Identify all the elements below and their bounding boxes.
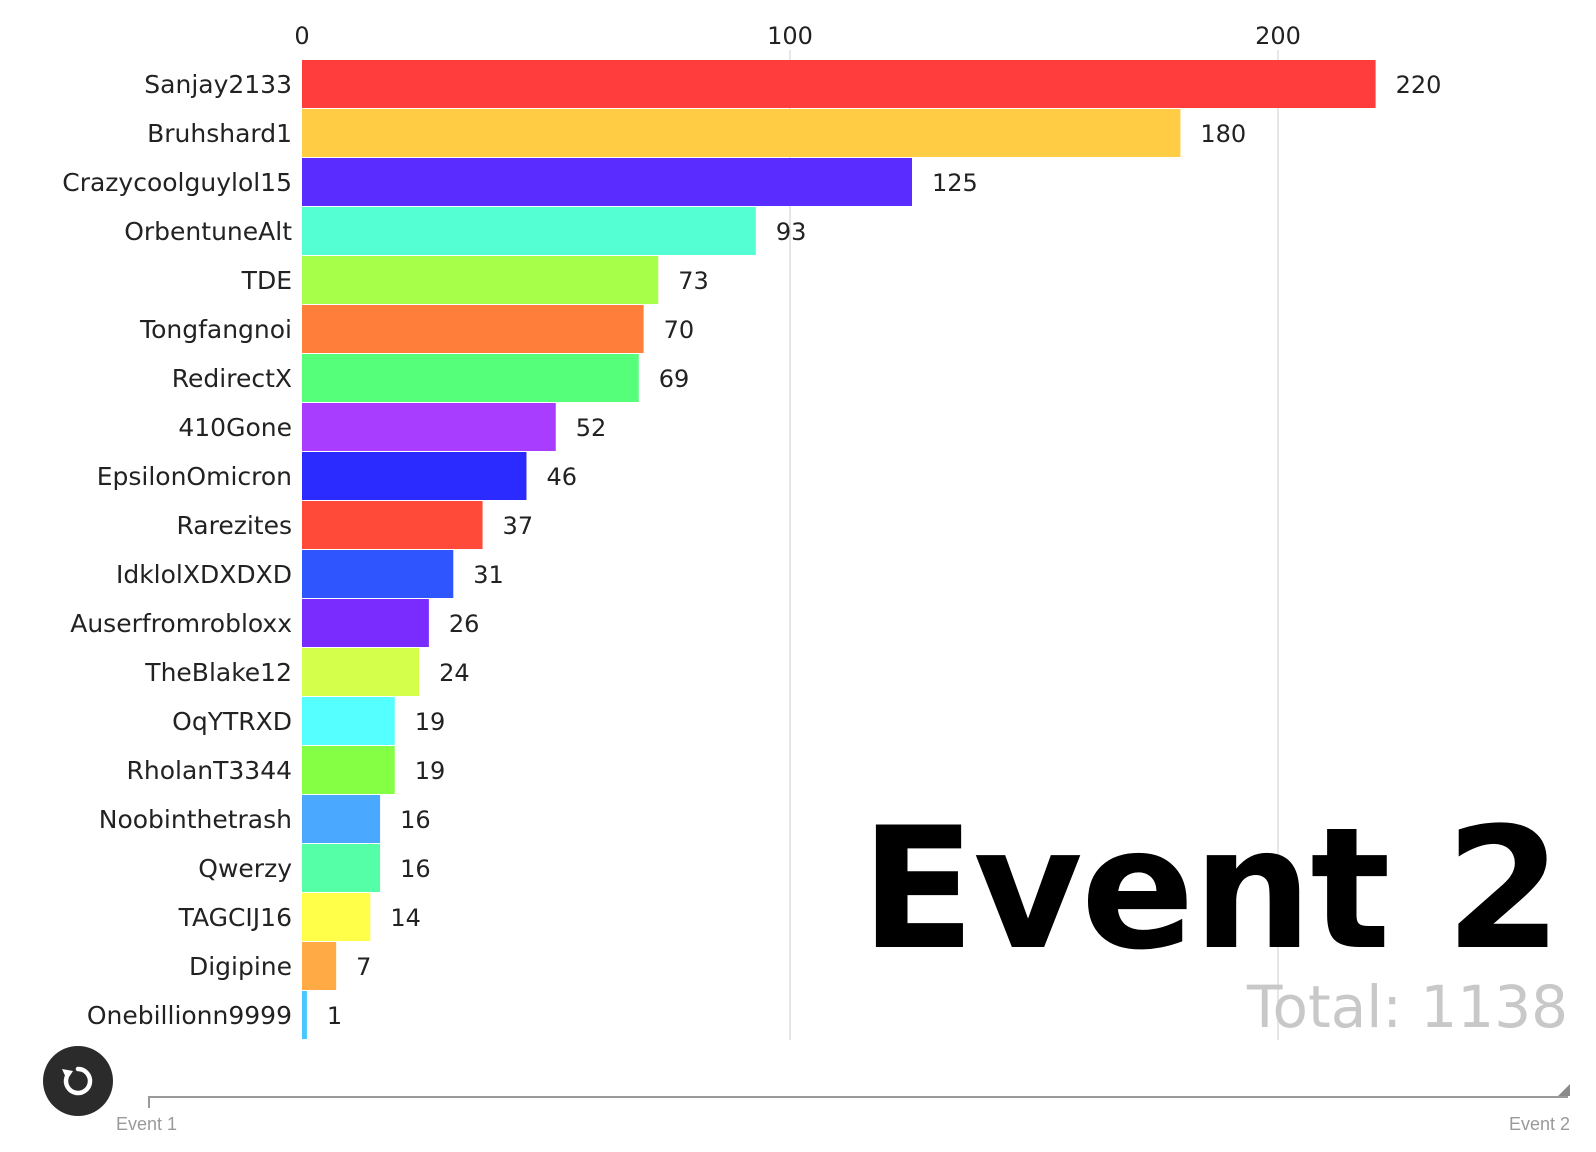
category-label: Qwerzy — [198, 854, 292, 883]
value-label: 31 — [473, 561, 504, 589]
bar — [302, 991, 307, 1039]
bar — [302, 207, 756, 255]
x-tick-label: 0 — [294, 22, 309, 50]
value-label: 46 — [546, 463, 577, 491]
x-tick-label: 100 — [767, 22, 813, 50]
value-label: 14 — [390, 904, 421, 932]
category-label: 410Gone — [178, 413, 292, 442]
bar — [302, 403, 556, 451]
event-title: Event 2 — [860, 791, 1562, 987]
category-label: IdklolXDXDXD — [116, 560, 292, 589]
category-label: TDE — [241, 266, 292, 295]
bar — [302, 795, 381, 843]
category-label: Crazycoolguylol15 — [62, 168, 292, 197]
value-label: 37 — [503, 512, 534, 540]
value-label: 69 — [659, 365, 690, 393]
bar — [302, 452, 527, 500]
value-label: 26 — [449, 610, 480, 638]
category-label: Sanjay2133 — [144, 70, 292, 99]
value-label: 180 — [1200, 120, 1246, 148]
category-label: Tongfangnoi — [139, 315, 292, 344]
category-label: RedirectX — [172, 364, 292, 393]
category-label: OrbentuneAlt — [124, 217, 292, 246]
value-label: 16 — [400, 855, 431, 883]
bar — [302, 60, 1376, 108]
value-label: 24 — [439, 659, 470, 687]
category-label: Bruhshard1 — [147, 119, 292, 148]
timeline-end-label: Event 2 — [1508, 1114, 1570, 1134]
bar — [302, 893, 371, 941]
bar — [302, 158, 912, 206]
replay-icon — [62, 1066, 93, 1096]
timeline-start-tick — [148, 1096, 150, 1108]
value-label: 73 — [678, 267, 709, 295]
value-label: 70 — [664, 316, 695, 344]
timeline-handle[interactable] — [1558, 1084, 1570, 1096]
bar — [302, 256, 659, 304]
value-label: 93 — [776, 218, 807, 246]
value-label: 16 — [400, 806, 431, 834]
category-label: Digipine — [189, 952, 292, 981]
x-tick-label: 200 — [1255, 22, 1301, 50]
value-label: 1 — [327, 1002, 342, 1030]
category-label: RholanT3344 — [126, 756, 292, 785]
bar — [302, 109, 1181, 157]
category-label: TheBlake12 — [144, 658, 292, 687]
category-label: EpsilonOmicron — [97, 462, 292, 491]
bar — [302, 305, 644, 353]
value-label: 220 — [1396, 71, 1442, 99]
total-label: Total: 1138 — [1246, 973, 1568, 1041]
bar — [302, 354, 639, 402]
value-label: 52 — [576, 414, 607, 442]
bar — [302, 648, 420, 696]
category-label: OqYTRXD — [172, 707, 292, 736]
timeline-start-label: Event 1 — [116, 1114, 178, 1134]
replay-button[interactable] — [43, 1046, 113, 1116]
value-label: 7 — [356, 953, 371, 981]
category-label: Rarezites — [176, 511, 292, 540]
bar — [302, 942, 337, 990]
value-label: 125 — [932, 169, 978, 197]
bar — [302, 550, 454, 598]
bar — [302, 501, 483, 549]
timeline-track[interactable] — [148, 1096, 1568, 1098]
category-label: TAGCIJ16 — [178, 903, 292, 932]
bar — [302, 844, 381, 892]
category-label: Noobinthetrash — [99, 805, 292, 834]
bar — [302, 599, 429, 647]
category-label: Onebillionn9999 — [87, 1001, 292, 1030]
value-label: 19 — [415, 757, 446, 785]
category-label: Auserfromrobloxx — [70, 609, 292, 638]
value-label: 19 — [415, 708, 446, 736]
bar — [302, 697, 395, 745]
bar — [302, 746, 395, 794]
